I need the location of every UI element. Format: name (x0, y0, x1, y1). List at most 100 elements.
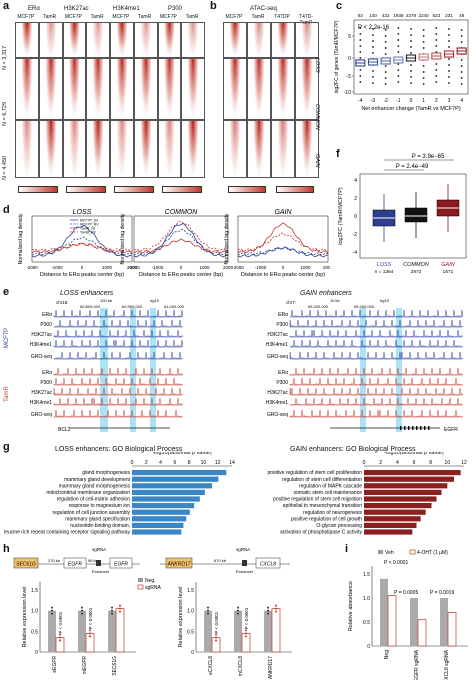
go-term: positive regulation of cell growth (291, 516, 362, 522)
p-value: P = 0.0005 (394, 590, 418, 596)
bar-veh (380, 578, 388, 646)
go-bar (364, 476, 454, 482)
data-point (89, 632, 91, 635)
track-label: H3K27ac (267, 390, 288, 396)
cell-label: T47DP (274, 14, 290, 20)
y-tick: 0 (348, 56, 351, 62)
y-tick: -2 (353, 232, 358, 238)
coord: 61,000,000 (164, 304, 185, 309)
outlier-point (372, 28, 374, 30)
outlier-point (397, 39, 400, 41)
box (404, 207, 428, 223)
outlier-point (359, 27, 362, 29)
go-term: regulation of stem cell differentiation (282, 477, 362, 483)
y-tick: 1.5 (31, 588, 38, 594)
absorbance-bars-i: Veh 4-OHT (1 μM) 1.5 1.0 0.5 0 Relative absorb… (348, 549, 468, 680)
plot-title: COMMON (165, 209, 199, 216)
heatmap-cell (110, 22, 134, 58)
outlier-point (448, 58, 450, 60)
outlier-point (435, 69, 438, 71)
enhancer-label: Enhancer (236, 569, 254, 574)
boxplot-f: P = 3.9e−65 P = 2.4e−49 4 2 0 -2 -4 log2FC (Tam… (338, 154, 467, 275)
legend-label: sgRNA (145, 585, 162, 591)
outlier-point (410, 64, 412, 66)
track-signal (289, 377, 464, 386)
bar-neg (48, 610, 56, 652)
data-point (119, 604, 121, 607)
x-tick: -1000 (51, 265, 63, 270)
panel-h-letter: h (3, 543, 10, 555)
profile-line (133, 220, 229, 252)
data-point (119, 610, 121, 613)
heatmap-cell (157, 22, 182, 58)
p-value: P < 2.2e-16 (358, 25, 390, 31)
x-tick: 12 (215, 460, 221, 466)
outlier-point (460, 35, 463, 37)
heatmap-cell (295, 58, 319, 120)
heatmap-cell (62, 58, 87, 120)
exon (416, 426, 418, 430)
outlier-point (460, 29, 463, 31)
bar-4oht (387, 595, 397, 647)
coord: 60,900,000 (122, 304, 143, 309)
exon (420, 426, 422, 430)
profile-line (133, 222, 229, 258)
outlier-point (448, 70, 450, 72)
outlier-point (410, 28, 412, 30)
mark-label-p300: P300 (168, 6, 183, 12)
go-term: regulation of neurogenesis (303, 510, 362, 516)
gene-name: EGFR (68, 562, 82, 568)
y-axis-label: Relative expression level (178, 587, 184, 648)
profile-line (31, 236, 133, 256)
outlier-point (435, 45, 438, 47)
data-point (111, 612, 113, 615)
data-point (89, 629, 91, 632)
bar-neg (108, 610, 116, 652)
go-term: nucleotide-binding domain, (70, 523, 130, 529)
outlier-point (397, 69, 400, 71)
outlier-point (435, 33, 438, 35)
x-tick: -2 (383, 98, 388, 104)
category-label: mEGFR (82, 656, 88, 674)
color-scale (228, 186, 266, 193)
outlier-point (397, 27, 400, 29)
go-term: mammary gland development (64, 477, 130, 483)
x-tick: 0 (363, 460, 366, 466)
plot-frame (353, 19, 469, 95)
go-bar (364, 496, 437, 502)
go-bar (132, 470, 227, 476)
profile-line (237, 222, 329, 254)
y-tick: 1.0 (31, 609, 38, 615)
go-term: gland morphogenesis (82, 470, 130, 476)
plot-title: LOSS (73, 209, 92, 216)
go-term: mammary gland specification (65, 516, 130, 522)
category-label: eEGFR (52, 656, 58, 673)
gene-label: EGFR (444, 427, 458, 433)
p-value-1: P = 3.9e−65 (412, 154, 445, 160)
heatmap-cell (271, 58, 295, 120)
track-label: H3K4me1 (266, 400, 288, 406)
plot-frame (237, 215, 329, 263)
outlier-point (448, 46, 450, 48)
go-bar (364, 489, 442, 495)
boxplot-c: 92 140 422 1936 2279 2240 623 231 48P < 2.2e-165… (334, 13, 469, 112)
track-label: GRO-seq (267, 412, 288, 418)
track-label: H3K27ac (31, 390, 52, 396)
data-point (215, 633, 217, 636)
heatmap-cell (110, 58, 134, 120)
bar-neg (234, 610, 242, 652)
exon (408, 426, 410, 430)
data-point (275, 607, 277, 610)
outlier-point (422, 71, 425, 73)
y-tick: 0 (35, 650, 38, 656)
heatmap-cell (15, 120, 39, 178)
y-tick: 0.5 (363, 620, 370, 626)
heatmap-cell (181, 58, 205, 120)
track-label: P300 (276, 380, 288, 386)
track-signal (53, 377, 184, 386)
legend-swatch (138, 578, 143, 582)
go-term: epithelial to mesenchymal transition (283, 503, 362, 509)
heatmap-cell (15, 22, 39, 58)
n-label: 2972 (411, 269, 422, 275)
x-tick: 1000 (199, 265, 210, 270)
